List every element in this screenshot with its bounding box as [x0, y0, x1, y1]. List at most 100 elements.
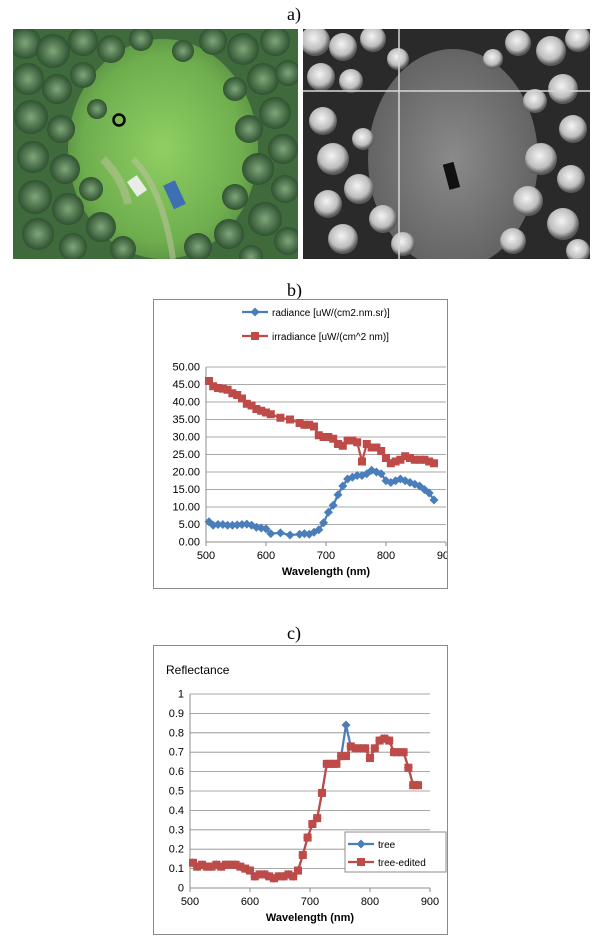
- data-point-1: [260, 870, 269, 879]
- data-point-0: [323, 507, 333, 517]
- legend-marker: [250, 307, 260, 317]
- data-point-1: [294, 866, 302, 875]
- data-point-0: [314, 525, 324, 535]
- data-point-1: [362, 440, 371, 448]
- data-point-1: [401, 452, 410, 461]
- y-tick-label: 45.00: [172, 379, 200, 391]
- data-point-1: [308, 819, 317, 828]
- data-point-1: [377, 447, 386, 455]
- data-point-1: [236, 862, 245, 871]
- data-point-1: [266, 410, 275, 419]
- data-point-1: [372, 443, 381, 452]
- data-point-1: [430, 459, 438, 468]
- data-point-1: [338, 441, 347, 450]
- data-point-1: [305, 420, 314, 429]
- chart-title: Reflectance: [166, 663, 230, 677]
- data-point-1: [202, 862, 211, 871]
- x-tick-label: 500: [181, 896, 199, 908]
- x-tick-label: 600: [241, 896, 259, 908]
- data-point-1: [367, 443, 376, 452]
- y-tick-label: 35.00: [172, 414, 200, 426]
- legend-marker: [356, 839, 366, 849]
- y-tick-label: 0.2: [169, 844, 184, 856]
- data-point-1: [322, 759, 331, 768]
- y-tick-label: 0.1: [169, 863, 184, 875]
- data-point-0: [266, 529, 276, 539]
- x-tick-label: 800: [377, 550, 395, 562]
- data-point-1: [342, 752, 350, 761]
- data-point-1: [295, 419, 304, 427]
- radiance-irradiance-chart: 0.00 5.00 10.00 15.00 20.00 25.00 30.00 35.00 40…: [172, 307, 455, 578]
- y-tick-label: 0.4: [169, 805, 184, 817]
- data-point-1: [250, 872, 259, 881]
- x-tick-label: 700: [317, 550, 335, 562]
- data-point-0: [338, 481, 348, 491]
- data-point-1: [385, 736, 394, 745]
- data-point-0: [285, 530, 295, 540]
- data-point-1: [223, 385, 232, 394]
- data-point-1: [386, 459, 395, 468]
- data-point-1: [414, 781, 422, 790]
- x-tick-label: 800: [361, 896, 379, 908]
- data-point-1: [310, 422, 318, 431]
- x-tick-label: 900: [421, 896, 439, 908]
- data-point-0: [204, 517, 214, 527]
- data-point-0: [333, 490, 343, 500]
- data-point-1: [406, 454, 414, 462]
- data-point-1: [375, 736, 384, 745]
- data-point-1: [314, 431, 323, 440]
- data-point-1: [358, 457, 366, 466]
- series-line-1: [208, 380, 435, 466]
- data-point-1: [252, 405, 261, 413]
- data-point-0: [352, 471, 362, 480]
- data-point-1: [217, 862, 226, 871]
- y-tick-label: 0.3: [169, 824, 184, 836]
- data-point-1: [242, 399, 251, 408]
- y-tick-label: 0.7: [169, 747, 184, 759]
- legend-marker: [251, 332, 259, 340]
- data-point-1: [410, 455, 419, 464]
- data-point-1: [279, 872, 288, 881]
- panel-c-label: c): [287, 623, 301, 643]
- data-point-0: [429, 495, 439, 505]
- data-point-1: [303, 833, 312, 842]
- data-point-0: [256, 523, 266, 533]
- y-tick-label: 0.9: [169, 708, 184, 720]
- data-point-1: [262, 408, 270, 417]
- data-point-1: [193, 862, 202, 871]
- data-point-1: [189, 858, 197, 867]
- x-axis-label: Wavelength (nm): [266, 912, 355, 924]
- y-tick-label: 0.6: [169, 766, 184, 778]
- data-point-1: [396, 455, 405, 464]
- y-tick-label: 0.00: [179, 537, 200, 549]
- data-point-1: [255, 870, 264, 879]
- data-point-0: [376, 469, 386, 479]
- data-point-1: [404, 763, 413, 772]
- data-point-1: [353, 438, 362, 447]
- data-point-1: [370, 744, 379, 753]
- aerial-rgb-photo: [13, 29, 298, 259]
- target-circle-marker: [112, 113, 126, 127]
- data-point-1: [212, 860, 221, 869]
- data-point-1: [351, 744, 360, 753]
- data-point-0: [304, 529, 314, 539]
- aerial-grayscale-spectral-image: [303, 29, 590, 259]
- data-point-1: [346, 742, 355, 751]
- data-point-0: [319, 518, 329, 528]
- data-point-1: [329, 434, 338, 443]
- y-tick-label: 5.00: [179, 519, 200, 531]
- legend-box: [344, 831, 447, 873]
- data-point-0: [424, 488, 434, 498]
- data-point-1: [420, 455, 429, 464]
- data-point-1: [209, 382, 218, 391]
- data-point-1: [233, 391, 242, 399]
- data-point-1: [337, 752, 346, 761]
- data-point-1: [265, 872, 274, 881]
- reflectance-chart: 0 0.1 0.2 0.3 0.4 0.5 0.6 0.7 0.8 0.9 1 500 600 700 80…: [166, 663, 447, 924]
- data-point-1: [298, 851, 307, 860]
- data-point-0: [261, 524, 271, 534]
- x-axis-label: Wavelength (nm): [282, 566, 371, 578]
- x-tick-label: 500: [197, 550, 215, 562]
- y-tick-label: 30.00: [172, 432, 200, 444]
- y-tick-label: 10.00: [172, 502, 200, 514]
